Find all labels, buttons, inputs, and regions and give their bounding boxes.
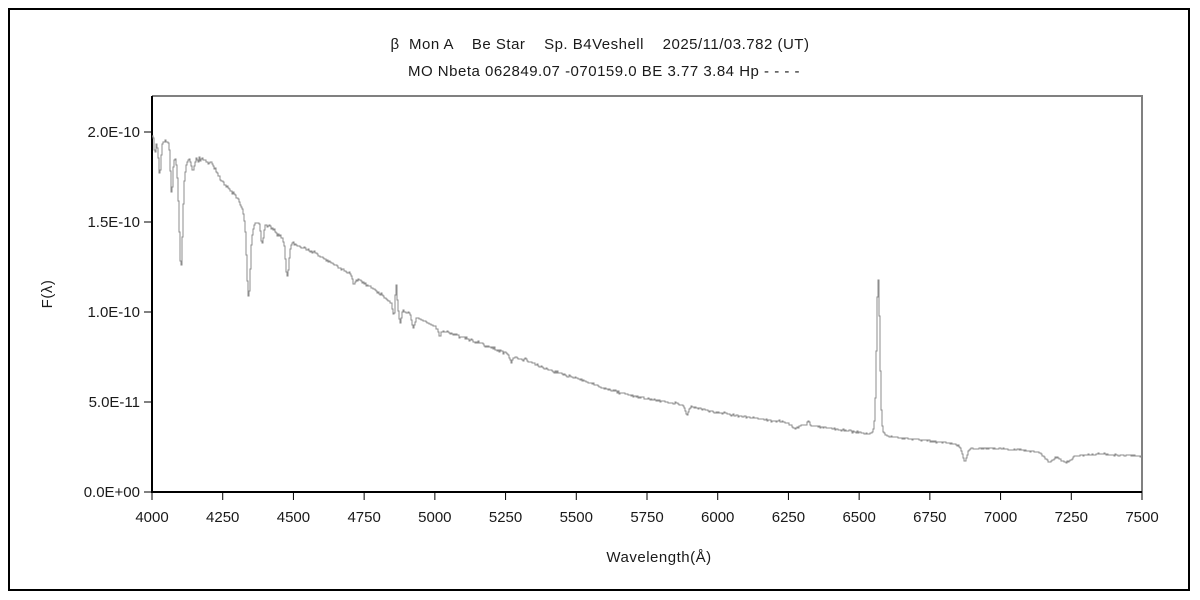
figure-border (8, 8, 1190, 591)
x-tick-label: 7500 (1125, 509, 1158, 526)
spectrum-line (152, 135, 1142, 464)
axes-lines (151, 96, 1142, 493)
x-tick-label: 4000 (135, 509, 168, 526)
chart-title: β Mon A Be Star Sp. B4Veshell 2025/11/03… (391, 36, 810, 53)
x-tick-label: 7250 (1055, 509, 1088, 526)
x-tick-label: 6750 (913, 509, 946, 526)
x-tick-label: 6500 (842, 509, 875, 526)
x-tick-label: 5250 (489, 509, 522, 526)
x-tick-label: 5750 (630, 509, 663, 526)
x-tick-label: 4250 (206, 509, 239, 526)
x-tick-label: 7000 (984, 509, 1017, 526)
x-tick-label: 5000 (418, 509, 451, 526)
chart-subtitle: MO Nbeta 062849.07 -070159.0 BE 3.77 3.8… (408, 63, 800, 80)
y-tick-label: 5.0E-11 (89, 394, 140, 411)
y-tick-label: 1.0E-10 (87, 304, 140, 321)
y-axis-title: F(λ) (39, 280, 56, 309)
plot-frame-gray (152, 95, 1143, 492)
x-tick-label: 4750 (347, 509, 380, 526)
y-axis-ticks: 0.0E+00 5.0E-11 1.0E-10 1.5E-10 2.0E-10 (84, 124, 152, 501)
x-tick-label: 4500 (277, 509, 310, 526)
x-axis-ticks: 4000 4250 4500 4750 5000 5250 5500 5750 6000 6250… (135, 492, 1159, 526)
x-axis-title: Wavelength(Å) (606, 549, 711, 566)
x-tick-label: 6000 (701, 509, 734, 526)
y-tick-label: 0.0E+00 (84, 484, 140, 501)
x-tick-label: 6250 (772, 509, 805, 526)
x-tick-label: 5500 (560, 509, 593, 526)
y-tick-label: 1.5E-10 (87, 214, 140, 231)
y-tick-label: 2.0E-10 (87, 124, 140, 141)
